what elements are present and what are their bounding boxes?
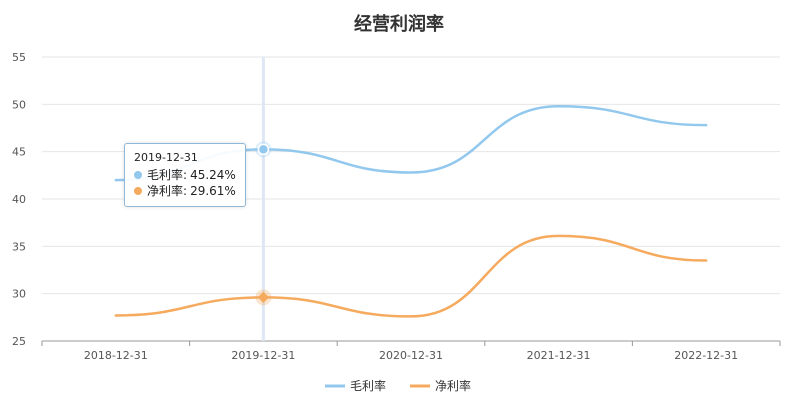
legend-item-gross-margin[interactable]: 毛利率 [325,378,386,393]
y-tick-label: 45 [12,146,26,159]
x-tick-label: 2021-12-31 [527,349,591,362]
x-tick-label: 2022-12-31 [674,349,738,362]
x-tick-label: 2019-12-31 [231,349,295,362]
tooltip-dot-net [134,187,142,195]
hover-markers [255,141,272,306]
y-tick-label: 40 [12,193,26,206]
series-lines[interactable] [114,104,708,318]
tooltip-label-gross: 毛利率 [147,168,184,182]
legend[interactable]: 毛利率 净利率 [325,378,471,393]
tooltip-label-net: 净利率 [147,184,184,198]
y-tick-label: 30 [12,288,26,301]
y-tick-label: 35 [12,240,26,253]
tooltip-date: 2019-12-31 [134,151,198,164]
tooltip-row-gross: 毛利率: 45.24% [134,167,236,183]
hover-point [257,143,270,156]
tooltip-colon: : [183,168,188,182]
x-axis: 2018-12-31 2019-12-31 2020-12-31 2021-12-31… [41,340,781,362]
legend-label: 毛利率 [350,378,386,393]
x-tick-label: 2018-12-31 [84,349,148,362]
chart-title: 经营利润率 [354,13,444,35]
hover-point [257,291,270,304]
tooltip-dot-gross [134,171,142,179]
legend-item-net-margin[interactable]: 净利率 [410,378,471,393]
y-tick-label: 50 [12,98,26,111]
tooltip-colon: : [183,184,188,198]
series-line-net-margin [114,234,708,318]
tooltip-value-net: 29.61% [190,184,236,198]
x-tick-label: 2020-12-31 [379,349,443,362]
y-tick-label: 55 [12,51,26,64]
y-axis: 25 30 35 40 45 50 55 [12,51,26,348]
y-tick-label: 25 [12,335,26,348]
tooltip-row-net: 净利率: 29.61% [134,183,236,199]
tooltip: 2019-12-31 毛利率: 45.24% 净利率: 29.61% [124,143,246,207]
tooltip-value-gross: 45.24% [190,168,236,182]
legend-label: 净利率 [435,378,471,393]
